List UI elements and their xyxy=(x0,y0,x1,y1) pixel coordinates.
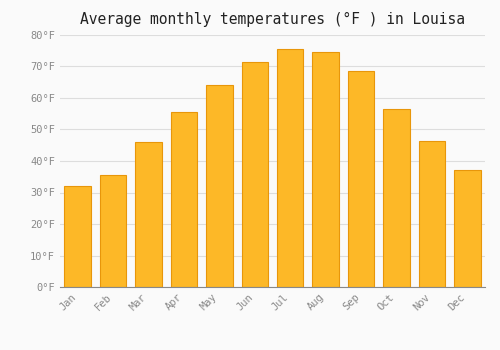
Bar xyxy=(418,140,445,287)
Bar xyxy=(383,109,409,287)
Bar xyxy=(100,175,126,287)
Bar xyxy=(312,52,339,287)
Bar xyxy=(348,71,374,287)
Bar xyxy=(277,49,303,287)
Bar xyxy=(206,85,233,287)
Bar xyxy=(454,170,480,287)
Bar xyxy=(242,62,268,287)
Bar xyxy=(170,112,197,287)
Bar xyxy=(136,142,162,287)
Title: Average monthly temperatures (°F ) in Louisa: Average monthly temperatures (°F ) in Lo… xyxy=(80,12,465,27)
Bar xyxy=(64,186,91,287)
